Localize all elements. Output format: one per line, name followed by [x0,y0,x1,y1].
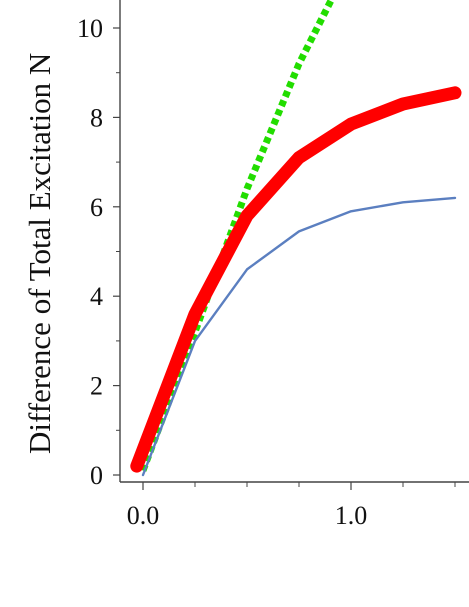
y-tick-label: 0 [90,461,103,490]
axes: 0 2 4 6 8 10 0.0 1.0 [77,0,469,530]
x-tick-label: 0.0 [127,501,160,530]
y-tick-label: 4 [90,282,103,311]
y-axis-title: Difference of Total Excitation N [22,53,57,454]
series-line-thin-blue [141,196,457,477]
series-layer [130,0,462,477]
y-tick-label: 10 [77,14,103,43]
y-tick-label: 6 [90,193,103,222]
y-tick-label: 8 [90,103,103,132]
x-tick-label: 1.0 [335,501,368,530]
y-tick-label: 2 [90,372,103,401]
series-line-dotted-green [139,0,336,472]
series-line-thick-red [130,86,462,473]
